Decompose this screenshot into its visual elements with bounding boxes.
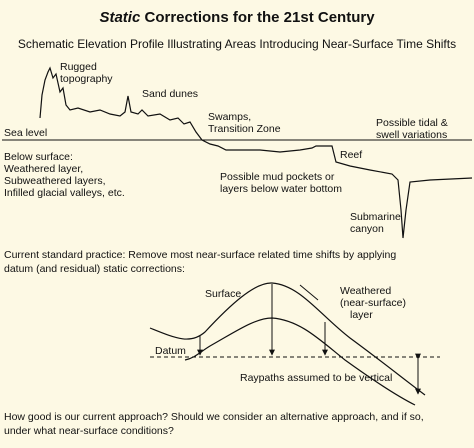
title-emphasis: Static (99, 9, 141, 26)
question-text: under what near-surface conditions? (4, 425, 174, 437)
tidal-label: swell variations (376, 129, 447, 141)
swamps-label: Transition Zone (208, 123, 281, 135)
below-surface-label: Weathered layer, (4, 163, 83, 175)
sea-level-label: Sea level (4, 127, 47, 139)
surface-curve (149, 282, 426, 396)
mud-label: Possible mud pockets or (220, 171, 335, 183)
elevation-profile (39, 66, 473, 239)
below-surface-label: Below surface: (4, 151, 73, 163)
swamps-label: Swamps, (208, 111, 251, 123)
mud-label: layers below water bottom (220, 183, 342, 195)
weathered-label: (near-surface) (340, 297, 406, 309)
below-surface-label: Subweathered layers, (4, 175, 106, 187)
subtitle: Schematic Elevation Profile Illustrating… (18, 37, 456, 51)
surface-label: Surface (205, 288, 241, 300)
weathered-curve (184, 317, 416, 406)
leader-line (299, 284, 319, 301)
datum-label: Datum (155, 345, 186, 357)
title-rest: Corrections for the 21st Century (144, 9, 375, 26)
reef-label: Reef (340, 149, 362, 161)
weathered-label: layer (350, 309, 373, 321)
practice-text: Current standard practice: Remove most n… (4, 249, 396, 261)
canyon-label: Submarine (350, 211, 401, 223)
below-surface-label: Infilled glacial valleys, etc. (4, 187, 125, 199)
sand-dunes-label: Sand dunes (142, 88, 198, 100)
title: Static Corrections for the 21st Century (99, 9, 375, 26)
question-text: How good is our current approach? Should… (4, 411, 424, 423)
weathered-label: Weathered (340, 285, 391, 297)
rugged-label: topography (60, 73, 113, 85)
practice-text: datum (and residual) static corrections: (4, 263, 185, 275)
tidal-label: Possible tidal & (376, 117, 448, 129)
canyon-label: canyon (350, 223, 384, 235)
raypaths-label: Raypaths assumed to be vertical (240, 372, 392, 384)
rugged-label: Rugged (60, 61, 97, 73)
